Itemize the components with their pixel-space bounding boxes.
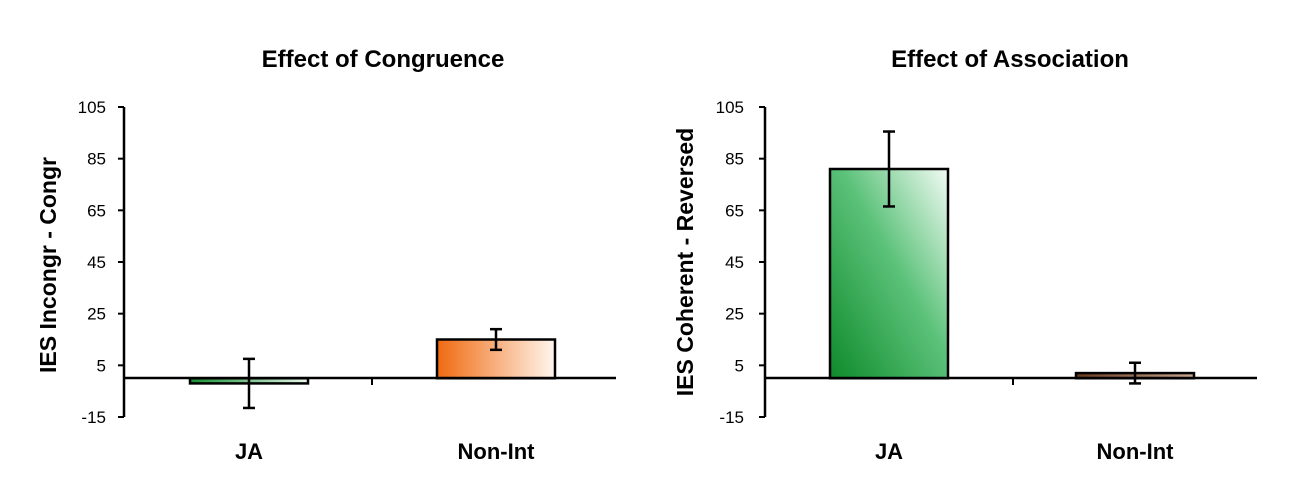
chart-title: Effect of Association — [891, 46, 1129, 73]
error-bar — [883, 130, 895, 208]
y-tick-label: 45 — [87, 253, 106, 272]
category-label-non-int: Non-Int — [1097, 439, 1175, 464]
category-label-ja: JA — [235, 439, 263, 464]
category-label-ja: JA — [875, 439, 903, 464]
y-tick-labels: 105 85 65 45 25 5 -15 — [716, 98, 765, 427]
category-label-non-int: Non-Int — [458, 439, 536, 464]
chart-congruence: Effect of Congruence IES Incongr - Congr… — [35, 46, 616, 464]
error-bar — [1129, 361, 1141, 385]
y-tick-label: 105 — [716, 98, 744, 117]
y-tick-label: 85 — [725, 150, 744, 169]
y-tick-label: -15 — [81, 408, 106, 427]
y-tick-label: 25 — [725, 305, 744, 324]
chart-title: Effect of Congruence — [262, 46, 505, 73]
y-tick-label: -15 — [719, 408, 744, 427]
y-tick-label: 5 — [97, 356, 106, 375]
y-tick-label: 65 — [87, 201, 106, 220]
bars — [828, 130, 1196, 385]
y-axis-label: IES Incongr - Congr — [35, 157, 61, 373]
y-tick-label: 105 — [78, 98, 106, 117]
error-bar — [490, 327, 502, 352]
y-tick-label: 85 — [87, 150, 106, 169]
bars — [188, 327, 557, 410]
y-tick-label: 65 — [725, 201, 744, 220]
y-tick-label: 45 — [725, 253, 744, 272]
y-tick-label: 5 — [735, 356, 744, 375]
y-tick-labels: 105 85 65 45 25 5 -15 — [78, 98, 124, 427]
error-bar — [243, 357, 255, 410]
chart-association: Effect of Association IES Coherent - Rev… — [672, 46, 1257, 464]
y-axis-label: IES Coherent - Reversed — [672, 128, 698, 396]
y-tick-label: 25 — [87, 305, 106, 324]
